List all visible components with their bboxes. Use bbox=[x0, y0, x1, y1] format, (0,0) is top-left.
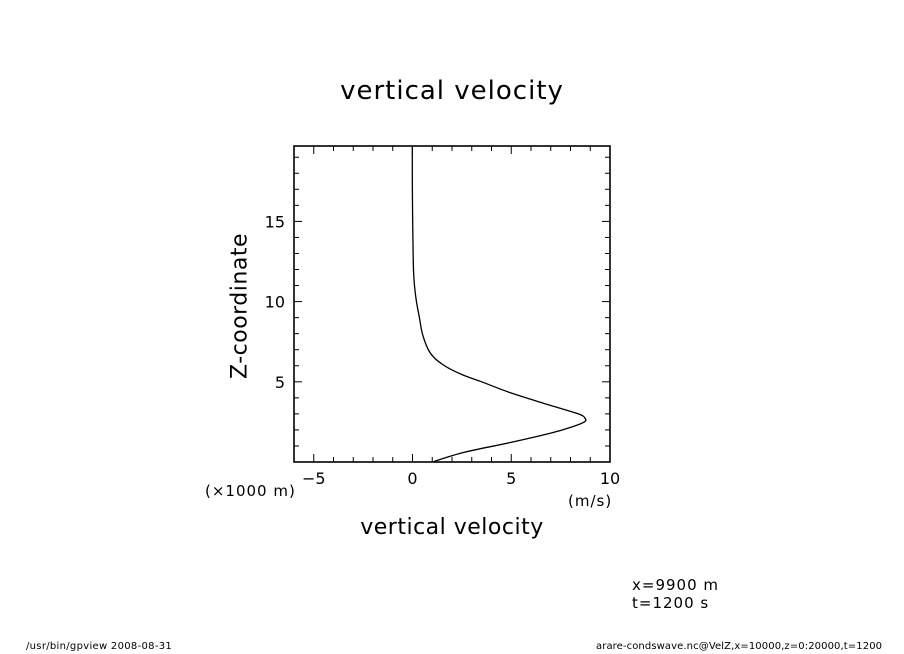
y-axis-label: Z-coordinate bbox=[227, 233, 253, 379]
velocity-profile-line bbox=[411, 145, 587, 463]
y-tick-label: 10 bbox=[265, 293, 285, 312]
plot-frame bbox=[293, 145, 611, 463]
y-axis-unit: (×1000 m) bbox=[205, 482, 296, 500]
axis-ticks bbox=[293, 146, 611, 463]
y-tick-label: 15 bbox=[265, 212, 285, 231]
chart-title: vertical velocity bbox=[340, 76, 564, 106]
info-x-position: x=9900 m bbox=[632, 576, 719, 594]
x-tick-label: 10 bbox=[600, 469, 620, 488]
footer-program-date: /usr/bin/gpview 2008-08-31 bbox=[26, 641, 173, 652]
y-tick-label: 5 bbox=[275, 373, 285, 392]
x-tick-label: 5 bbox=[506, 469, 516, 488]
x-axis-unit: (m/s) bbox=[568, 492, 613, 510]
info-time: t=1200 s bbox=[632, 594, 710, 612]
axis-tick-labels: −5 0 5 10 5 10 15 bbox=[265, 212, 621, 488]
footer-data-source: arare-condswave.nc@VelZ,x=10000,z=0:2000… bbox=[596, 641, 883, 652]
x-tick-label: 0 bbox=[407, 469, 417, 488]
x-tick-label: −5 bbox=[302, 469, 326, 488]
x-axis-label: vertical velocity bbox=[360, 515, 544, 540]
